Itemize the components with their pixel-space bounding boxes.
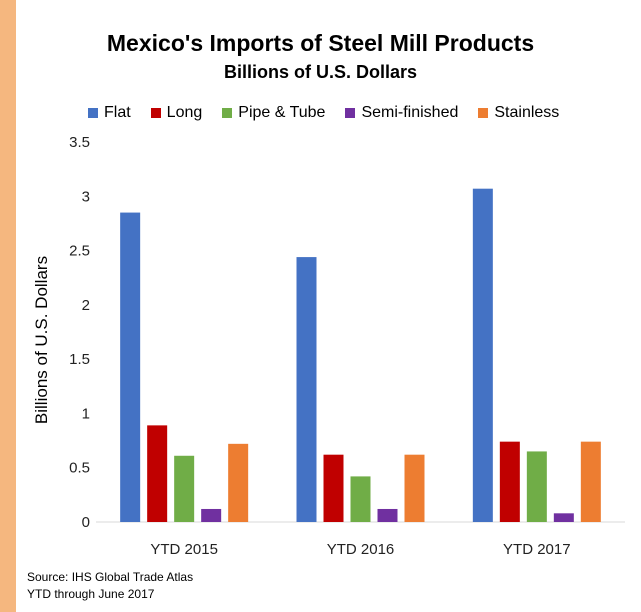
legend-swatch-stainless: [478, 108, 489, 118]
chart-title: Mexico's Imports of Steel Mill Products: [106, 30, 535, 56]
y-tick-label: 0: [82, 514, 90, 531]
bar-long-ytd-2015: [147, 425, 168, 522]
chart-subtitle: Billions of U.S. Dollars: [223, 62, 418, 82]
bar-semi-finished-ytd-2017: [553, 513, 574, 522]
y-tick-label: 2.5: [69, 243, 90, 260]
y-tick-label: 3: [82, 188, 90, 205]
legend-label-pipe-tube: Pipe & Tube: [238, 104, 326, 121]
x-tick-label: YTD 2016: [327, 541, 395, 558]
legend-label-semi-finished: Semi-finished: [361, 104, 459, 121]
x-tick-label: YTD 2017: [503, 541, 571, 558]
y-tick-label: 0.5: [69, 460, 90, 477]
bar-flat-ytd-2017: [472, 188, 493, 522]
bar-flat-ytd-2016: [296, 257, 317, 522]
bar-pipe-tube-ytd-2015: [174, 455, 195, 522]
bar-long-ytd-2016: [323, 454, 344, 522]
bar-long-ytd-2017: [499, 441, 520, 522]
legend-item-flat: Flat: [88, 104, 131, 122]
legend-swatch-long: [150, 108, 161, 118]
bar-semi-finished-ytd-2016: [377, 508, 398, 522]
y-tick-label: 2: [82, 297, 90, 314]
legend-label-stainless: Stainless: [494, 104, 560, 121]
chart-legend: Flat Long Pipe & Tube Semi-finished Stai…: [88, 103, 559, 123]
legend-swatch-semi-finished: [345, 108, 356, 118]
period-line: YTD through June 2017: [27, 587, 155, 601]
bar-pipe-tube-ytd-2017: [526, 451, 547, 522]
source-note: Source: IHS Global Trade Atlas YTD throu…: [27, 569, 193, 603]
legend-label-flat: Flat: [104, 104, 131, 121]
legend-item-stainless: Stainless: [478, 104, 559, 122]
y-tick-label: 1: [82, 405, 90, 422]
legend-swatch-flat: [88, 108, 98, 118]
source-line: Source: IHS Global Trade Atlas: [27, 570, 194, 584]
legend-item-semi-finished: Semi-finished: [345, 104, 458, 122]
bar-stainless-ytd-2017: [580, 441, 601, 522]
bar-semi-finished-ytd-2015: [201, 508, 222, 522]
legend-label-long: Long: [166, 104, 203, 121]
bar-pipe-tube-ytd-2016: [350, 476, 371, 522]
bar-stainless-ytd-2016: [404, 454, 425, 522]
bar-stainless-ytd-2015: [228, 443, 249, 522]
y-tick-label: 3.5: [69, 134, 90, 151]
y-tick-label: 1.5: [69, 351, 90, 368]
legend-item-long: Long: [150, 104, 203, 122]
legend-swatch-pipe-tube: [222, 108, 233, 118]
x-tick-label: YTD 2015: [150, 541, 218, 558]
bar-flat-ytd-2015: [120, 212, 141, 523]
legend-item-pipe-tube: Pipe & Tube: [222, 104, 325, 122]
